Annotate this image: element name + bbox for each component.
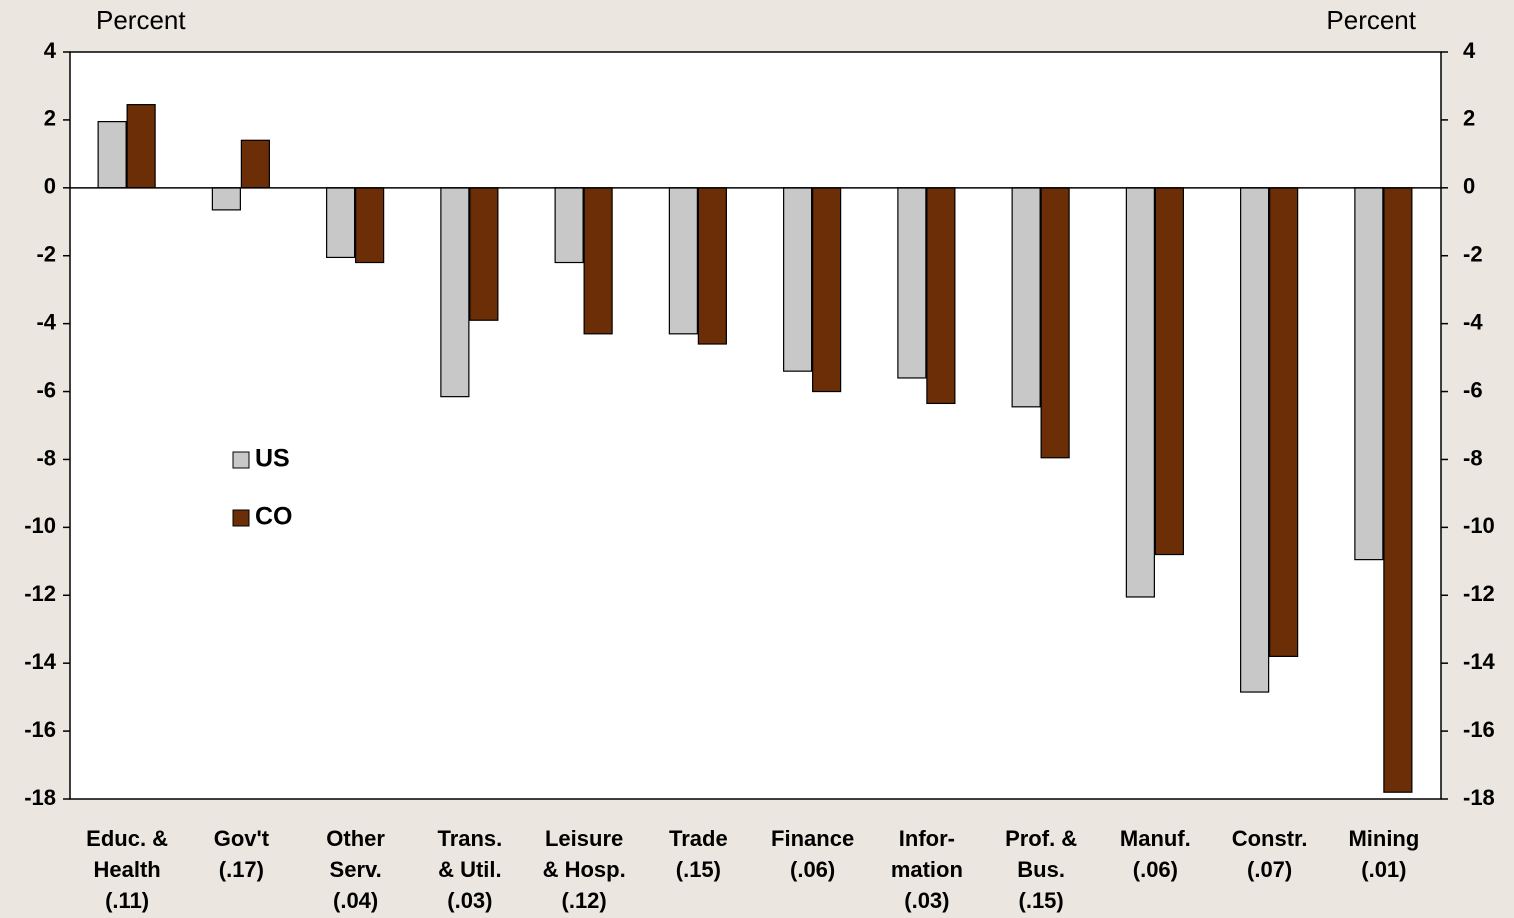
- x-tick-label: Manuf. (.06): [1120, 826, 1191, 882]
- bar: [1040, 187, 1070, 459]
- y-tick-label: 0: [44, 174, 56, 199]
- bar: [440, 187, 470, 398]
- bar: [469, 187, 499, 321]
- legend-swatch: [232, 451, 250, 469]
- y-tick-label: -14: [24, 649, 57, 674]
- y2-tick-label: -18: [1463, 785, 1495, 810]
- y2-tick-label: -10: [1463, 513, 1495, 538]
- y2-tick-label: 4: [1463, 38, 1476, 63]
- bar: [326, 187, 356, 259]
- y2-tick-label: -12: [1463, 581, 1495, 606]
- y2-tick-label: -4: [1463, 309, 1483, 334]
- y-tick-label: 4: [44, 38, 57, 63]
- bar: [812, 187, 842, 393]
- bar: [1354, 187, 1384, 561]
- y-tick-label: -12: [24, 581, 56, 606]
- bar: [583, 187, 613, 335]
- y-tick-label: -6: [36, 377, 56, 402]
- x-tick-label: Constr. (.07): [1232, 826, 1308, 882]
- x-tick-label: Other Serv. (.04): [326, 826, 385, 913]
- plot-area: [69, 51, 1442, 800]
- x-tick-label: Educ. & Health (.11): [86, 826, 168, 913]
- x-tick-label: Infor-mation (.03): [891, 826, 963, 913]
- bar: [97, 121, 127, 189]
- x-tick-label: Prof. & Bus. (.15): [1005, 826, 1077, 913]
- x-tick-label: Mining (.01): [1348, 826, 1419, 882]
- x-tick-label: Gov't (.17): [214, 826, 270, 882]
- legend-swatch: [232, 509, 250, 527]
- x-tick-label: Trans. & Util. (.03): [437, 826, 502, 913]
- x-tick-label: Finance (.06): [771, 826, 854, 882]
- x-tick-label: Trade (.15): [669, 826, 728, 882]
- bar: [926, 187, 956, 405]
- bar: [1125, 187, 1155, 598]
- bar: [1154, 187, 1184, 556]
- y-tick-label: -18: [24, 785, 56, 810]
- bar: [668, 187, 698, 335]
- bar: [355, 187, 385, 264]
- legend-label: CO: [255, 503, 293, 531]
- y-tick-label: 2: [44, 106, 56, 131]
- bar: [554, 187, 584, 264]
- y-tick-label: -16: [24, 717, 56, 742]
- bar: [897, 187, 927, 379]
- legend-label: US: [255, 445, 290, 473]
- y-axis-title: Percent: [96, 5, 186, 35]
- bar: [240, 139, 270, 189]
- y2-tick-label: -6: [1463, 377, 1483, 402]
- x-tick-label: Leisure & Hosp. (.12): [543, 826, 626, 913]
- y2-tick-label: -16: [1463, 717, 1495, 742]
- bar: [697, 187, 727, 345]
- y2-tick-label: -2: [1463, 242, 1483, 267]
- y2-tick-label: 2: [1463, 106, 1475, 131]
- bar: [211, 187, 241, 211]
- y2-tick-label: -14: [1463, 649, 1496, 674]
- bar: [1383, 187, 1413, 793]
- y-tick-label: -4: [36, 309, 56, 334]
- y-tick-label: -2: [36, 242, 56, 267]
- y-tick-label: -10: [24, 513, 56, 538]
- bar: [126, 104, 156, 189]
- y2-tick-label: 0: [1463, 174, 1475, 199]
- bar: [1011, 187, 1041, 408]
- y-tick-label: -8: [36, 445, 56, 470]
- y2-axis-title: Percent: [1326, 5, 1416, 35]
- bar: [1240, 187, 1270, 693]
- y2-tick-label: -8: [1463, 445, 1483, 470]
- bar: [1269, 187, 1299, 657]
- bar: [783, 187, 813, 372]
